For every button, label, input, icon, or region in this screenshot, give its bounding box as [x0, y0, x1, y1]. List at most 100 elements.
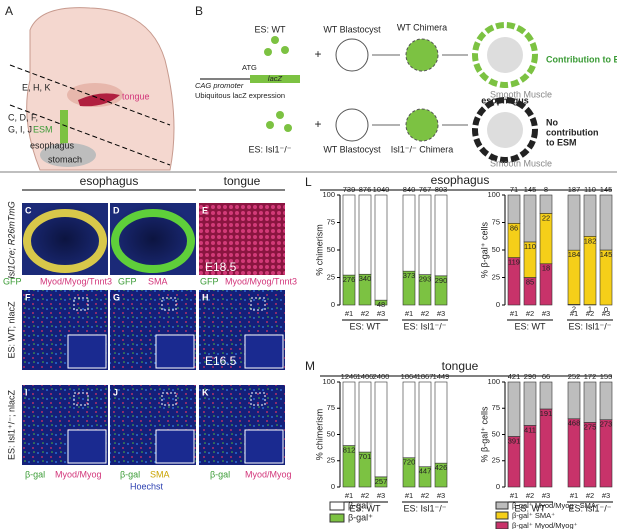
legend-swatch	[495, 501, 509, 510]
label: esophagus	[431, 173, 490, 187]
legend-label: β-gal⁺ Myod/Myog⁺	[512, 521, 578, 529]
label: ES: WT	[255, 24, 287, 34]
label: L	[305, 175, 312, 189]
legend-label: β-gal⁺ Myod/Myog⁻ SMA⁻	[512, 501, 600, 510]
data-label: 110	[584, 185, 596, 194]
label: No	[546, 117, 558, 127]
x-tick-label: #2	[421, 491, 429, 500]
label: WT Blastocyst	[323, 144, 381, 154]
tissue-ring	[111, 209, 195, 273]
label: contribution	[546, 127, 599, 137]
data-label: 1040	[373, 185, 390, 194]
data-label: 18	[542, 264, 550, 273]
label: +	[314, 117, 321, 131]
y-tick-label: 75	[327, 403, 335, 412]
group-label: ES: Isl1⁻/⁻	[568, 321, 611, 331]
x-tick-label: #2	[586, 309, 594, 318]
data-label: 145	[600, 250, 613, 259]
x-tick-label: #1	[570, 309, 578, 318]
label: ESM	[33, 124, 53, 134]
schematic	[200, 22, 538, 163]
y-tick-label: 25	[327, 272, 335, 281]
label: B	[195, 4, 203, 18]
data-label: 767	[419, 185, 432, 194]
zoom-box	[73, 297, 89, 311]
data-label: 1	[588, 305, 592, 314]
labels: A E, H, K C, D, F, G, I, J tongue ESM esophagu…	[3, 4, 617, 491]
data-label: 191	[540, 409, 553, 418]
y-tick-label: 50	[492, 429, 500, 438]
label: esophagus	[30, 140, 75, 150]
data-label: 153	[600, 372, 613, 381]
label: D	[113, 205, 120, 215]
data-label: 290	[524, 372, 537, 381]
y-axis-label: % chimerism	[314, 224, 324, 276]
data-label: 8	[544, 185, 548, 194]
data-label: 276	[343, 275, 356, 284]
bar-segment	[523, 194, 537, 243]
label: Myod/Myog	[245, 469, 292, 479]
label: Contribution to ESM	[546, 54, 617, 64]
label: esophagus	[481, 95, 529, 105]
data-label: 391	[508, 436, 521, 445]
data-label: 187	[568, 185, 581, 194]
bar-segment	[507, 381, 521, 437]
x-tick-label: #3	[602, 309, 610, 318]
y-tick-label: 75	[492, 217, 500, 226]
legend-swatch	[329, 513, 345, 523]
data-label: 2	[572, 304, 576, 313]
x-tick-label: #1	[345, 491, 353, 500]
micrographs	[22, 189, 285, 465]
y-tick-label: 50	[492, 245, 500, 254]
label: ES: WT; nlacZ	[6, 301, 16, 359]
data-label: 273	[600, 420, 613, 429]
label: Myod/Myog/Tnnt3	[225, 276, 297, 286]
data-label: 145	[524, 185, 537, 194]
x-tick-label: #2	[526, 491, 534, 500]
bar-segment	[434, 194, 448, 277]
y-tick-label: 0	[496, 482, 500, 491]
y-axis-label: % chimerism	[314, 409, 324, 461]
data-label: 110	[524, 242, 536, 251]
label: I	[25, 387, 28, 397]
data-label: 1864	[401, 372, 418, 381]
data-label: 1246	[341, 372, 358, 381]
x-tick-label: #1	[405, 491, 413, 500]
label: tongue	[224, 174, 261, 188]
data-label: 340	[359, 274, 372, 283]
label: stomach	[48, 154, 82, 164]
data-label: 739	[343, 185, 356, 194]
label: Smooth Muscle	[490, 158, 552, 168]
bar-segment	[583, 235, 597, 305]
bar-segment	[583, 422, 597, 488]
label: Hoechst	[130, 481, 164, 491]
x-tick-label: #3	[437, 491, 445, 500]
bar-segment	[599, 381, 613, 421]
data-label: 85	[526, 277, 534, 286]
label: E18.5	[205, 260, 237, 274]
legend-label: β-gal⁺	[348, 512, 373, 522]
label: G	[113, 292, 120, 302]
y-tick-label: 100	[487, 377, 500, 386]
label: Isl1Cre; R26mTmG	[6, 201, 16, 279]
label: Isl1⁻/⁻ Chimera	[391, 144, 454, 154]
data-label: 447	[419, 467, 432, 476]
legend-swatch	[329, 501, 345, 511]
label: ES: Isl1⁻/⁻	[248, 144, 291, 154]
x-tick-label: #2	[526, 309, 534, 318]
label: E, H, K	[22, 82, 51, 92]
y-tick-label: 75	[492, 403, 500, 412]
label: +	[314, 47, 321, 61]
zoom-box	[161, 297, 177, 311]
bar-segment	[434, 381, 448, 464]
inset	[67, 429, 107, 464]
data-label: 1406	[357, 372, 374, 381]
label: CAG promoter	[195, 81, 244, 90]
bar-segment	[418, 194, 432, 275]
y-tick-label: 0	[331, 300, 335, 309]
data-label: 411	[524, 425, 536, 434]
label: tongue	[122, 91, 150, 101]
data-label: 293	[419, 275, 432, 284]
label: esophagus	[80, 174, 139, 188]
label: SMA	[148, 276, 168, 286]
